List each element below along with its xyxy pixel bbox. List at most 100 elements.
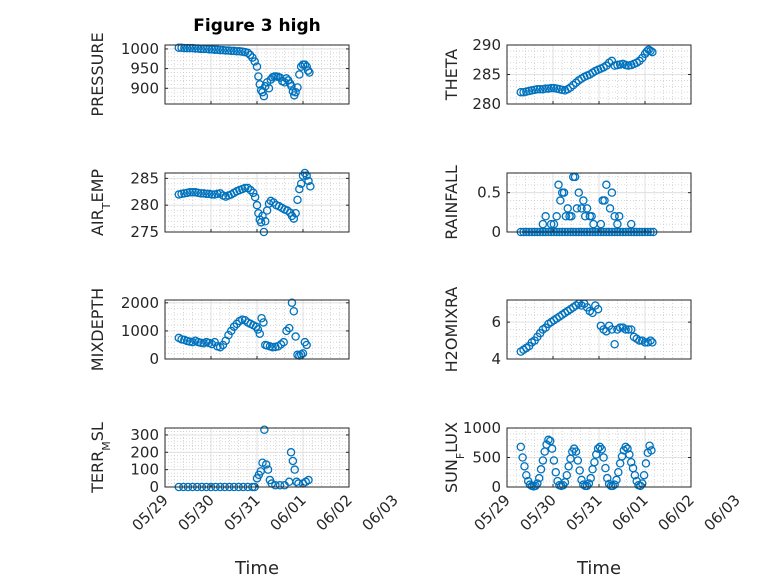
data-point	[226, 46, 236, 56]
data-point	[264, 84, 274, 93]
data-point	[296, 179, 306, 188]
data-point	[252, 200, 262, 210]
data-point	[304, 176, 313, 186]
y-tick-label: 285	[130, 169, 159, 187]
data-point	[260, 425, 269, 434]
data-point	[188, 188, 197, 197]
y-axis-label: SUNFLUX	[442, 422, 467, 493]
y-axis-label: AIRTEMP	[88, 169, 113, 236]
data-point	[533, 85, 542, 94]
data-point	[614, 467, 623, 477]
data-point	[305, 68, 314, 77]
data-point	[580, 212, 590, 221]
data-point	[559, 188, 569, 197]
x-tick-label: 06/01	[609, 491, 652, 534]
data-point	[639, 470, 649, 480]
data-point	[291, 87, 300, 97]
data-point	[536, 465, 546, 474]
data-point	[246, 185, 255, 195]
data-point	[271, 481, 280, 490]
data-point	[202, 189, 211, 199]
data-point	[579, 480, 588, 489]
data-point	[636, 481, 645, 491]
data-point	[564, 462, 573, 471]
data-point	[647, 446, 656, 455]
y-tick-label: 900	[130, 79, 159, 97]
y-tick-label: 0	[149, 350, 159, 368]
data-point	[630, 470, 640, 480]
data-point	[575, 466, 584, 475]
data-point	[287, 82, 296, 91]
data-point	[254, 72, 263, 81]
y-tick-label: 0	[149, 478, 159, 496]
data-point	[615, 323, 625, 332]
data-point	[626, 457, 636, 467]
data-point	[286, 448, 296, 457]
data-point	[210, 45, 219, 54]
data-point	[607, 325, 617, 334]
data-point	[226, 326, 236, 336]
x-tick-label: 05/29	[471, 491, 514, 534]
data-point	[218, 340, 228, 350]
subplot-mixdepth: 0 1000 2000 MIXDEPTH	[88, 288, 350, 371]
data-point	[586, 473, 595, 483]
y-axis-label: RAINFALL	[442, 165, 461, 240]
y-axis-label: H2OMIXRA	[442, 287, 461, 373]
data-point	[648, 338, 657, 347]
data-point	[207, 190, 217, 199]
data-point	[224, 330, 233, 340]
data-point	[621, 442, 630, 452]
data-point	[185, 188, 195, 197]
data-point	[245, 50, 255, 60]
data-point	[547, 444, 557, 453]
data-point	[549, 456, 559, 465]
data-point	[645, 441, 654, 450]
y-axis-label: PRESSURE	[88, 32, 107, 116]
data-point	[535, 85, 545, 94]
y-tick-label: 0.5	[477, 184, 501, 202]
data-point	[259, 318, 268, 327]
data-point	[253, 325, 263, 334]
data-point	[607, 56, 617, 66]
data-point	[250, 57, 259, 66]
data-point	[600, 196, 609, 205]
data-point	[623, 444, 632, 453]
y-tick-label: 2000	[121, 294, 159, 312]
data-point	[302, 171, 311, 180]
data-point	[610, 339, 619, 349]
data-point	[538, 219, 548, 229]
data-point	[590, 457, 599, 467]
y-tick-label: 1000	[463, 419, 501, 437]
x-tick-label: 05/30	[175, 491, 218, 534]
x-tick-label: 05/30	[517, 491, 560, 534]
data-point	[259, 91, 269, 101]
data-point	[613, 219, 622, 229]
data-point	[531, 481, 540, 491]
y-tick-label: 280	[472, 95, 501, 113]
data-point	[624, 325, 633, 334]
y-axis-label: MIXDEPTH	[88, 288, 107, 371]
data-point	[291, 208, 300, 218]
x-tick-label: 06/02	[655, 491, 698, 534]
data-point	[541, 212, 550, 221]
data-point	[635, 336, 644, 345]
data-point	[516, 87, 526, 97]
y-axis-label: TERRMSL	[88, 422, 113, 494]
x-tick-label: 06/02	[313, 491, 356, 534]
data-point	[289, 214, 299, 223]
data-point	[607, 188, 617, 197]
data-point	[275, 481, 285, 490]
data-point	[605, 204, 615, 213]
data-point	[232, 47, 242, 56]
data-point	[240, 183, 250, 193]
data-point	[255, 329, 265, 338]
data-point	[552, 212, 561, 221]
y-tick-label: 500	[472, 449, 501, 467]
data-point	[522, 470, 531, 480]
data-point	[561, 212, 571, 221]
x-tick-label: 05/31	[563, 491, 606, 534]
y-tick-label: 290	[472, 36, 501, 54]
data-point	[534, 473, 544, 483]
